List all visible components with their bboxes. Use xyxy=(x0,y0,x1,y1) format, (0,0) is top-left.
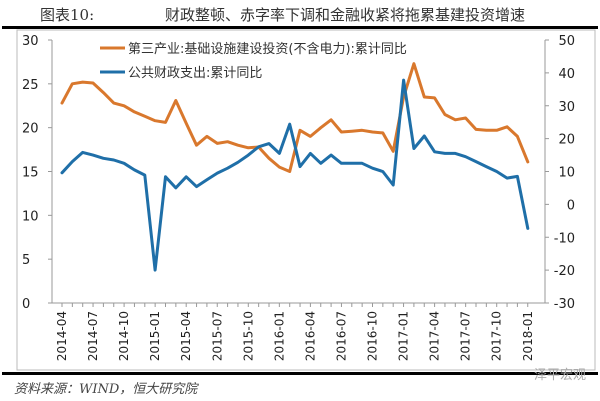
left-axis-tick-label: 0 xyxy=(22,297,30,312)
x-axis-tick-label: 2014-04 xyxy=(55,311,69,361)
figure-title-text: 财政整顿、赤字率下调和金融收紧将拖累基建投资增速 xyxy=(165,6,526,24)
right-axis-tick-label: 40 xyxy=(558,67,575,82)
top-rule xyxy=(2,26,598,29)
left-axis-tick-label: 10 xyxy=(22,209,39,224)
x-axis-tick-label: 2017-10 xyxy=(490,311,504,361)
legend-label: 公共财政支出:累计同比 xyxy=(128,66,262,81)
x-axis-tick-label: 2016-04 xyxy=(303,311,317,361)
x-axis-tick-label: 2015-04 xyxy=(179,311,193,361)
watermark: 泽平宏观 xyxy=(533,368,586,383)
x-axis-tick-label: 2015-10 xyxy=(241,311,255,361)
bottom-rule xyxy=(2,372,598,375)
x-axis-tick-label: 2015-01 xyxy=(148,311,162,361)
right-axis-tick-label: 30 xyxy=(558,100,575,115)
x-axis-tick-label: 2018-01 xyxy=(521,311,535,361)
x-axis-tick-label: 2015-07 xyxy=(210,311,224,361)
right-axis-tick-label: 0 xyxy=(567,198,575,213)
legend-label: 第三产业:基础设施建设投资(不含电力):累计同比 xyxy=(128,41,407,57)
x-axis-tick-label: 2014-07 xyxy=(86,311,100,361)
x-axis-tick-label: 2017-07 xyxy=(459,311,473,361)
x-axis-tick-label: 2016-07 xyxy=(334,311,348,361)
chart-frame xyxy=(16,29,596,371)
right-axis-tick-label: -20 xyxy=(554,264,575,279)
left-axis-tick-label: 20 xyxy=(22,122,39,137)
fiscal-expenditure-line xyxy=(60,78,530,272)
right-axis-tick-label: 20 xyxy=(558,133,575,148)
left-axis-tick-label: 30 xyxy=(22,34,39,49)
right-axis-tick-label: 50 xyxy=(558,34,575,49)
x-axis-tick-label: 2014-10 xyxy=(117,311,131,361)
x-axis-tick-label: 2016-01 xyxy=(272,311,286,361)
figure-number: 图表10: xyxy=(40,6,95,24)
right-axis-tick-label: 10 xyxy=(558,166,575,181)
right-axis-tick-label: -10 xyxy=(554,231,575,246)
right-axis-tick-label: -30 xyxy=(554,297,575,312)
figure-title: 图表10: 财政整顿、赤字率下调和金融收紧将拖累基建投资增速 xyxy=(40,4,525,25)
left-axis-tick-label: 25 xyxy=(22,78,39,93)
source-note: 资料来源：WIND，恒大研究院 xyxy=(14,382,198,397)
x-axis-tick-label: 2017-04 xyxy=(428,311,442,361)
left-axis-tick-label: 15 xyxy=(22,166,39,181)
x-axis-tick-label: 2017-01 xyxy=(397,311,411,361)
x-axis-tick-label: 2016-10 xyxy=(366,311,380,361)
left-axis-tick-label: 5 xyxy=(22,253,30,268)
